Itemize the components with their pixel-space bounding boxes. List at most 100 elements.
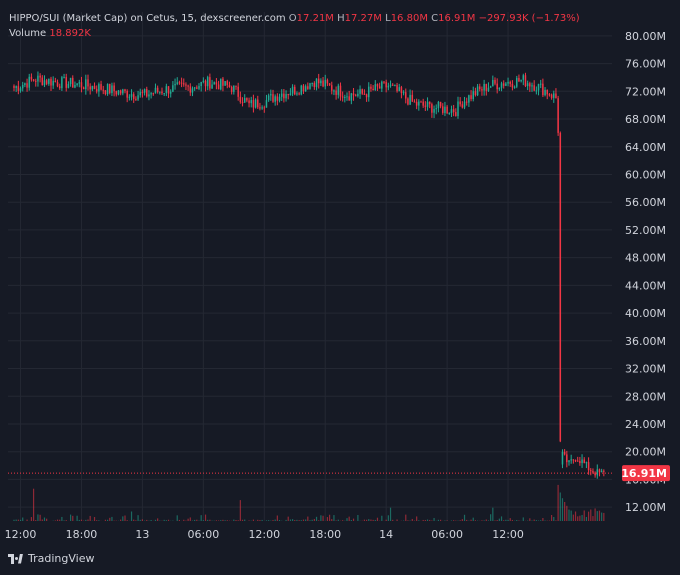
candle-body xyxy=(287,94,289,95)
volume-bar xyxy=(70,515,71,521)
candle-body xyxy=(264,107,266,108)
volume-bar xyxy=(336,520,337,521)
volume-bar xyxy=(303,520,304,521)
volume-bar xyxy=(137,515,138,521)
candle-body xyxy=(455,112,457,116)
volume-bar xyxy=(584,510,585,521)
candle-body xyxy=(309,83,311,89)
volume-bar xyxy=(447,520,448,521)
volume-bar xyxy=(407,520,408,521)
candle-body xyxy=(327,80,329,84)
volume-bar xyxy=(20,520,21,521)
volume-bar xyxy=(562,498,563,521)
candle-body xyxy=(22,85,24,88)
candle-body xyxy=(248,100,250,103)
volume-bar xyxy=(377,518,378,521)
candle-body xyxy=(468,95,470,102)
volume-bar xyxy=(503,520,504,521)
volume-bar xyxy=(85,520,86,521)
candle-body xyxy=(118,90,120,94)
open-label: O xyxy=(289,13,297,24)
y-tick-label: 32.00M xyxy=(625,363,666,376)
candle-body xyxy=(155,88,157,94)
y-tick-label: 24.00M xyxy=(625,418,666,431)
tradingview-logo[interactable]: TradingView xyxy=(8,552,94,565)
candle-body xyxy=(412,95,414,102)
volume-bar xyxy=(220,520,221,521)
candle-body xyxy=(401,87,403,93)
candle-body xyxy=(453,109,455,112)
candle-body xyxy=(603,471,605,472)
x-tick-label: 06:00 xyxy=(431,528,463,541)
candle-body xyxy=(224,81,226,86)
y-tick-label: 12.00M xyxy=(625,501,666,514)
candle-body xyxy=(253,100,255,107)
candle-body xyxy=(527,83,529,86)
volume-bar xyxy=(235,520,236,521)
price-axis[interactable]: 80.00M76.00M72.00M68.00M64.00M60.00M56.0… xyxy=(625,30,666,514)
candle-body xyxy=(577,461,579,462)
volume-bar xyxy=(577,516,578,521)
y-tick-label: 80.00M xyxy=(625,30,666,43)
candle-body xyxy=(592,471,594,473)
volume-bar xyxy=(573,515,574,521)
volume-bar xyxy=(59,520,60,521)
candle-body xyxy=(124,89,126,91)
candle-body xyxy=(76,84,78,85)
volume-bar xyxy=(386,520,387,521)
volume-bar xyxy=(368,519,369,521)
volume-bar xyxy=(79,520,80,521)
candle-body xyxy=(55,81,57,82)
volume-label[interactable]: Volume xyxy=(9,28,46,39)
volume-bar xyxy=(438,520,439,521)
symbol-title[interactable]: HIPPO/SUI (Market Cap) on Cetus, 15, dex… xyxy=(9,13,286,24)
legend-volume-row: Volume 18.892K xyxy=(9,26,580,41)
candle-body xyxy=(486,84,488,91)
candle-body xyxy=(259,107,261,108)
candle-body xyxy=(172,85,174,91)
volume-bar xyxy=(507,520,508,521)
volume-bar xyxy=(257,520,258,521)
candle-body xyxy=(459,102,461,105)
candle-body xyxy=(344,97,346,98)
candle-body xyxy=(422,102,424,106)
candle-body xyxy=(231,87,233,92)
candle-body xyxy=(166,86,168,93)
candle-body xyxy=(514,87,516,88)
candle-body xyxy=(20,88,22,91)
volume-bar xyxy=(307,517,308,521)
candle-body xyxy=(37,76,39,82)
volume-bar xyxy=(233,520,234,521)
volume-bar xyxy=(551,515,552,521)
candle-body xyxy=(390,85,392,86)
candle-body xyxy=(479,86,481,89)
candle-body xyxy=(464,102,466,108)
volume-bar xyxy=(285,520,286,521)
last-price-label: 16.91M xyxy=(621,467,667,480)
volume-bar xyxy=(464,515,465,521)
candle-body xyxy=(187,86,189,87)
volume-bar xyxy=(242,520,243,521)
volume-bar xyxy=(109,518,110,521)
volume-bar xyxy=(531,520,532,521)
candle-body xyxy=(87,79,89,86)
volume-bar xyxy=(155,520,156,521)
x-tick-label: 13 xyxy=(135,528,149,541)
open-value: 17.21M xyxy=(297,13,334,24)
volume-bar xyxy=(164,520,165,521)
volume-bar xyxy=(312,520,313,521)
candle-body xyxy=(301,86,303,95)
candle-body xyxy=(161,92,163,94)
candle-body xyxy=(546,90,548,94)
volume-bar xyxy=(225,520,226,521)
y-tick-label: 56.00M xyxy=(625,196,666,209)
volume-bar xyxy=(266,520,267,521)
candle-body xyxy=(549,94,551,95)
candle-body xyxy=(139,92,141,95)
volume-bar xyxy=(209,520,210,521)
candle-body xyxy=(65,77,67,88)
volume-bar xyxy=(338,520,339,521)
